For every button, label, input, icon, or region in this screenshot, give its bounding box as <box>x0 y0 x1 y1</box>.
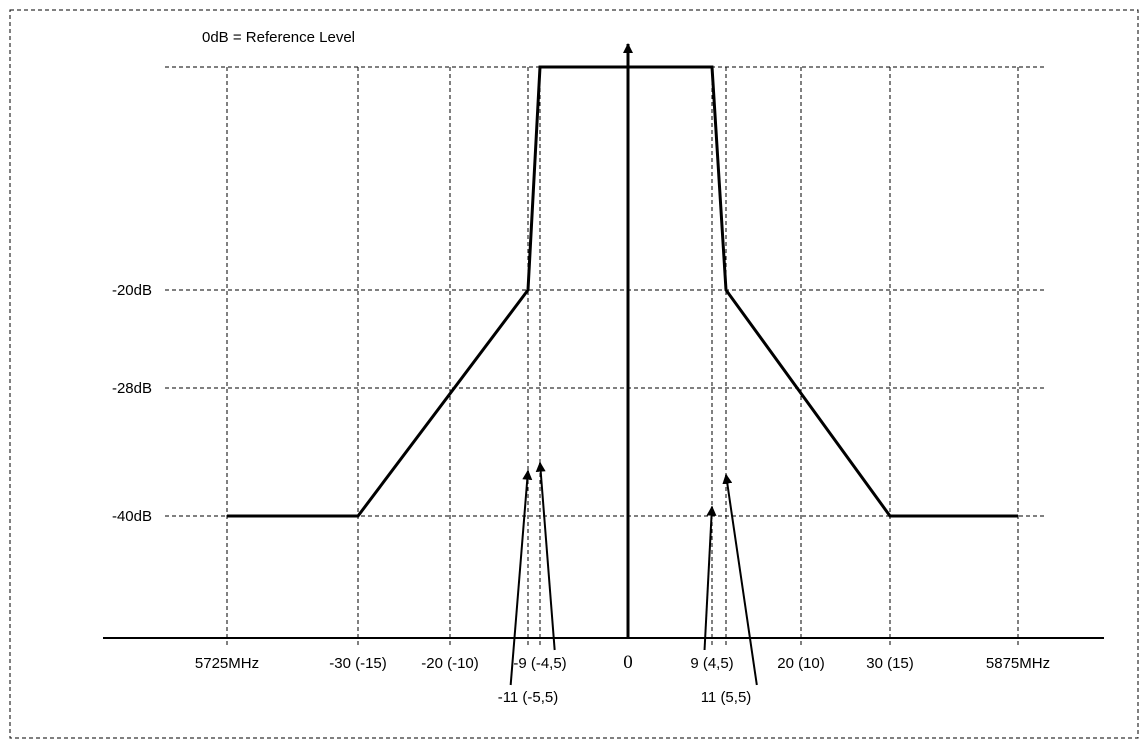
x-tick-label: 0 <box>623 652 633 673</box>
x-tick-label: 9 (4,5) <box>690 655 733 672</box>
outer-frame <box>9 9 1139 739</box>
pointer-arrow <box>509 469 533 686</box>
x-tick-label: -30 (-15) <box>329 655 387 672</box>
mask-layer <box>227 65 1018 518</box>
x-tick-label: 20 (10) <box>777 655 825 672</box>
pointer-arrows <box>509 461 758 686</box>
axes <box>103 43 1104 639</box>
x-tick-label: -20 (-10) <box>421 655 479 672</box>
x-tick-label: 5725MHz <box>195 655 259 672</box>
mask-line <box>227 65 1018 518</box>
x-tick-label: -9 (-4,5) <box>513 655 566 672</box>
grid <box>165 66 1044 646</box>
y-tick-label: -28dB <box>112 380 152 397</box>
labels: 0dB = Reference Level -20dB -28dB -40dB 572… <box>112 29 1050 706</box>
pointer-arrow <box>722 473 758 686</box>
pointer-arrow <box>535 461 556 651</box>
reference-level-annotation: 0dB = Reference Level <box>202 29 355 46</box>
x-tick-label: -11 (-5,5) <box>498 689 559 706</box>
x-tick-label: 11 (5,5) <box>701 689 752 706</box>
pointer-arrow <box>703 505 717 651</box>
x-tick-label: 30 (15) <box>866 655 914 672</box>
x-tick-label: 5875MHz <box>986 655 1050 672</box>
y-tick-label: -40dB <box>112 508 152 525</box>
y-tick-label: -20dB <box>112 282 152 299</box>
